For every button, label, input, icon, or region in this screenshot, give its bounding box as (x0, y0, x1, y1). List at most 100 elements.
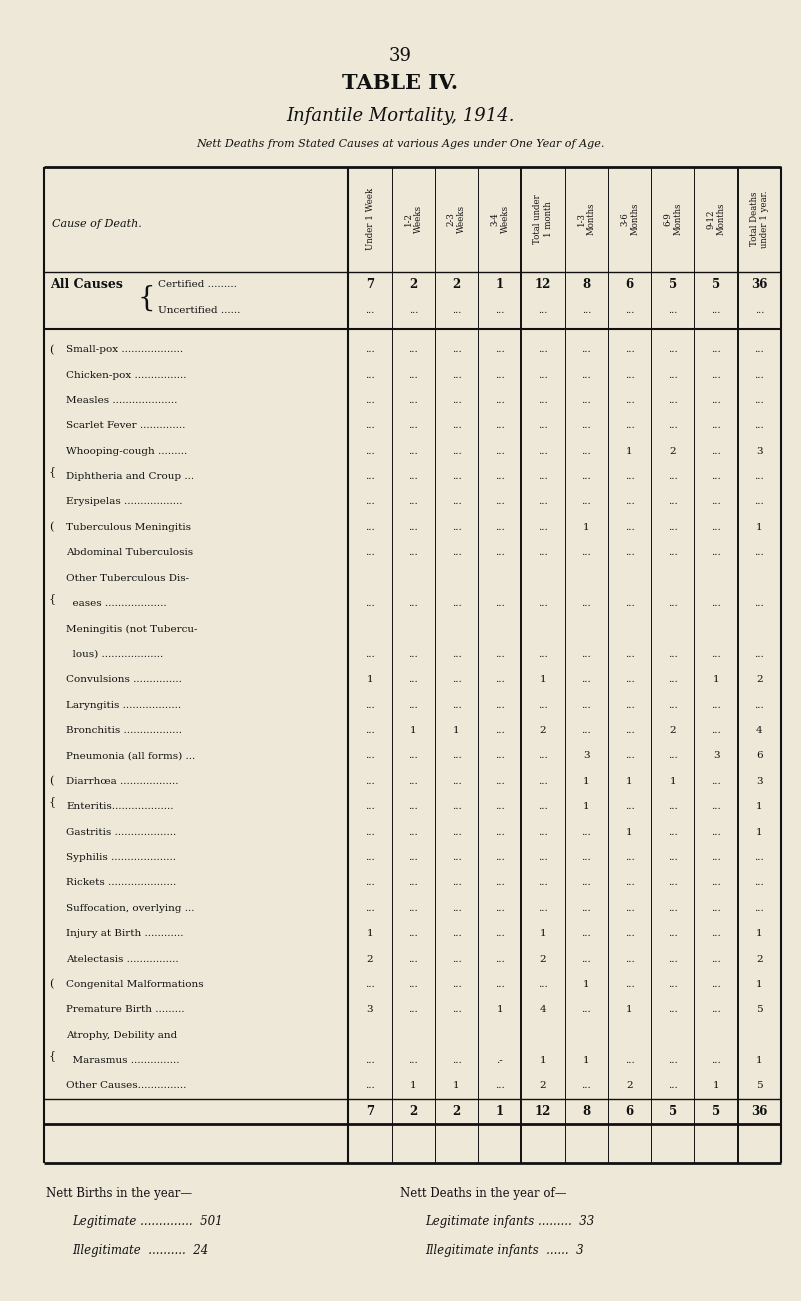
Text: ...: ... (755, 548, 764, 557)
Text: ...: ... (538, 777, 548, 786)
Text: ...: ... (755, 701, 764, 709)
Text: 2: 2 (756, 675, 763, 684)
Text: ...: ... (668, 929, 678, 938)
Text: ...: ... (582, 472, 591, 481)
Text: Atelectasis ................: Atelectasis ................ (66, 955, 179, 964)
Text: (: ( (49, 777, 54, 786)
Text: 1: 1 (583, 523, 590, 532)
Text: ...: ... (582, 598, 591, 608)
Text: ...: ... (452, 396, 461, 405)
Text: ...: ... (365, 726, 375, 735)
Text: ...: ... (409, 371, 418, 380)
Text: 2: 2 (670, 726, 676, 735)
Text: ...: ... (495, 548, 505, 557)
Text: Abdominal Tuberculosis: Abdominal Tuberculosis (66, 548, 193, 557)
Text: ...: ... (711, 1006, 721, 1015)
Text: ...: ... (625, 675, 634, 684)
Text: 1-2
Weeks: 1-2 Weeks (404, 206, 423, 233)
Text: ...: ... (365, 1056, 375, 1066)
Text: 8: 8 (582, 1105, 590, 1118)
Text: ...: ... (495, 929, 505, 938)
Text: ...: ... (365, 523, 375, 532)
Text: ...: ... (711, 497, 721, 506)
Text: ...: ... (452, 523, 461, 532)
Text: ...: ... (755, 307, 764, 315)
Text: Under 1 Week: Under 1 Week (365, 189, 375, 250)
Text: ...: ... (711, 307, 721, 315)
Text: ...: ... (409, 827, 418, 837)
Text: ...: ... (668, 396, 678, 405)
Text: 1: 1 (540, 929, 546, 938)
Text: Congenital Malformations: Congenital Malformations (66, 980, 203, 989)
Text: 2: 2 (453, 278, 461, 291)
Text: ...: ... (538, 827, 548, 837)
Text: ...: ... (625, 307, 634, 315)
Text: lous) ...................: lous) ................... (66, 649, 163, 658)
Text: ...: ... (495, 675, 505, 684)
Text: ...: ... (495, 371, 505, 380)
Text: ...: ... (365, 307, 375, 315)
Text: ...: ... (365, 803, 375, 812)
Text: ...: ... (538, 345, 548, 354)
Text: ...: ... (582, 649, 591, 658)
Text: ...: ... (625, 422, 634, 431)
Text: ...: ... (755, 878, 764, 887)
Text: ...: ... (452, 955, 461, 964)
Text: ...: ... (495, 955, 505, 964)
Text: ...: ... (452, 472, 461, 481)
Text: 4: 4 (756, 726, 763, 735)
Text: 3: 3 (583, 752, 590, 760)
Text: 1: 1 (626, 777, 633, 786)
Text: Erysipelas ..................: Erysipelas .................. (66, 497, 183, 506)
Text: ...: ... (452, 1006, 461, 1015)
Text: Legitimate infants .........  33: Legitimate infants ......... 33 (425, 1215, 595, 1228)
Text: ...: ... (495, 1081, 505, 1090)
Text: ...: ... (452, 701, 461, 709)
Text: ...: ... (625, 929, 634, 938)
Text: ...: ... (711, 803, 721, 812)
Text: 1: 1 (410, 726, 417, 735)
Text: ...: ... (365, 649, 375, 658)
Text: ...: ... (625, 345, 634, 354)
Text: ...: ... (755, 497, 764, 506)
Text: {: { (49, 1050, 56, 1060)
Text: ...: ... (495, 497, 505, 506)
Text: Uncertified ......: Uncertified ...... (158, 307, 240, 315)
Text: ...: ... (668, 803, 678, 812)
Text: ...: ... (365, 980, 375, 989)
Text: ...: ... (625, 523, 634, 532)
Text: ...: ... (452, 752, 461, 760)
Text: ...: ... (495, 726, 505, 735)
Text: 1: 1 (626, 446, 633, 455)
Text: Gastritis ...................: Gastritis ................... (66, 827, 176, 837)
Text: ...: ... (711, 649, 721, 658)
Text: ...: ... (409, 904, 418, 913)
Text: ...: ... (582, 1081, 591, 1090)
Text: 1: 1 (756, 803, 763, 812)
Text: 1: 1 (367, 675, 373, 684)
Text: ...: ... (582, 827, 591, 837)
Text: ...: ... (495, 598, 505, 608)
Text: ...: ... (409, 675, 418, 684)
Text: ...: ... (538, 307, 548, 315)
Text: ...: ... (668, 853, 678, 863)
Text: ...: ... (755, 472, 764, 481)
Text: 2: 2 (626, 1081, 633, 1090)
Text: ...: ... (711, 345, 721, 354)
Text: 39: 39 (389, 47, 412, 65)
Text: ...: ... (711, 878, 721, 887)
Text: ...: ... (365, 878, 375, 887)
Text: 1: 1 (540, 675, 546, 684)
Text: Cause of Death.: Cause of Death. (52, 219, 142, 229)
Text: ...: ... (755, 598, 764, 608)
Text: ...: ... (409, 345, 418, 354)
Text: 1: 1 (540, 1056, 546, 1066)
Text: ...: ... (582, 726, 591, 735)
Text: 1: 1 (583, 803, 590, 812)
Text: ...: ... (409, 777, 418, 786)
Text: ...: ... (711, 827, 721, 837)
Text: ...: ... (711, 853, 721, 863)
Text: ...: ... (625, 598, 634, 608)
Text: ...: ... (365, 1081, 375, 1090)
Text: ...: ... (668, 980, 678, 989)
